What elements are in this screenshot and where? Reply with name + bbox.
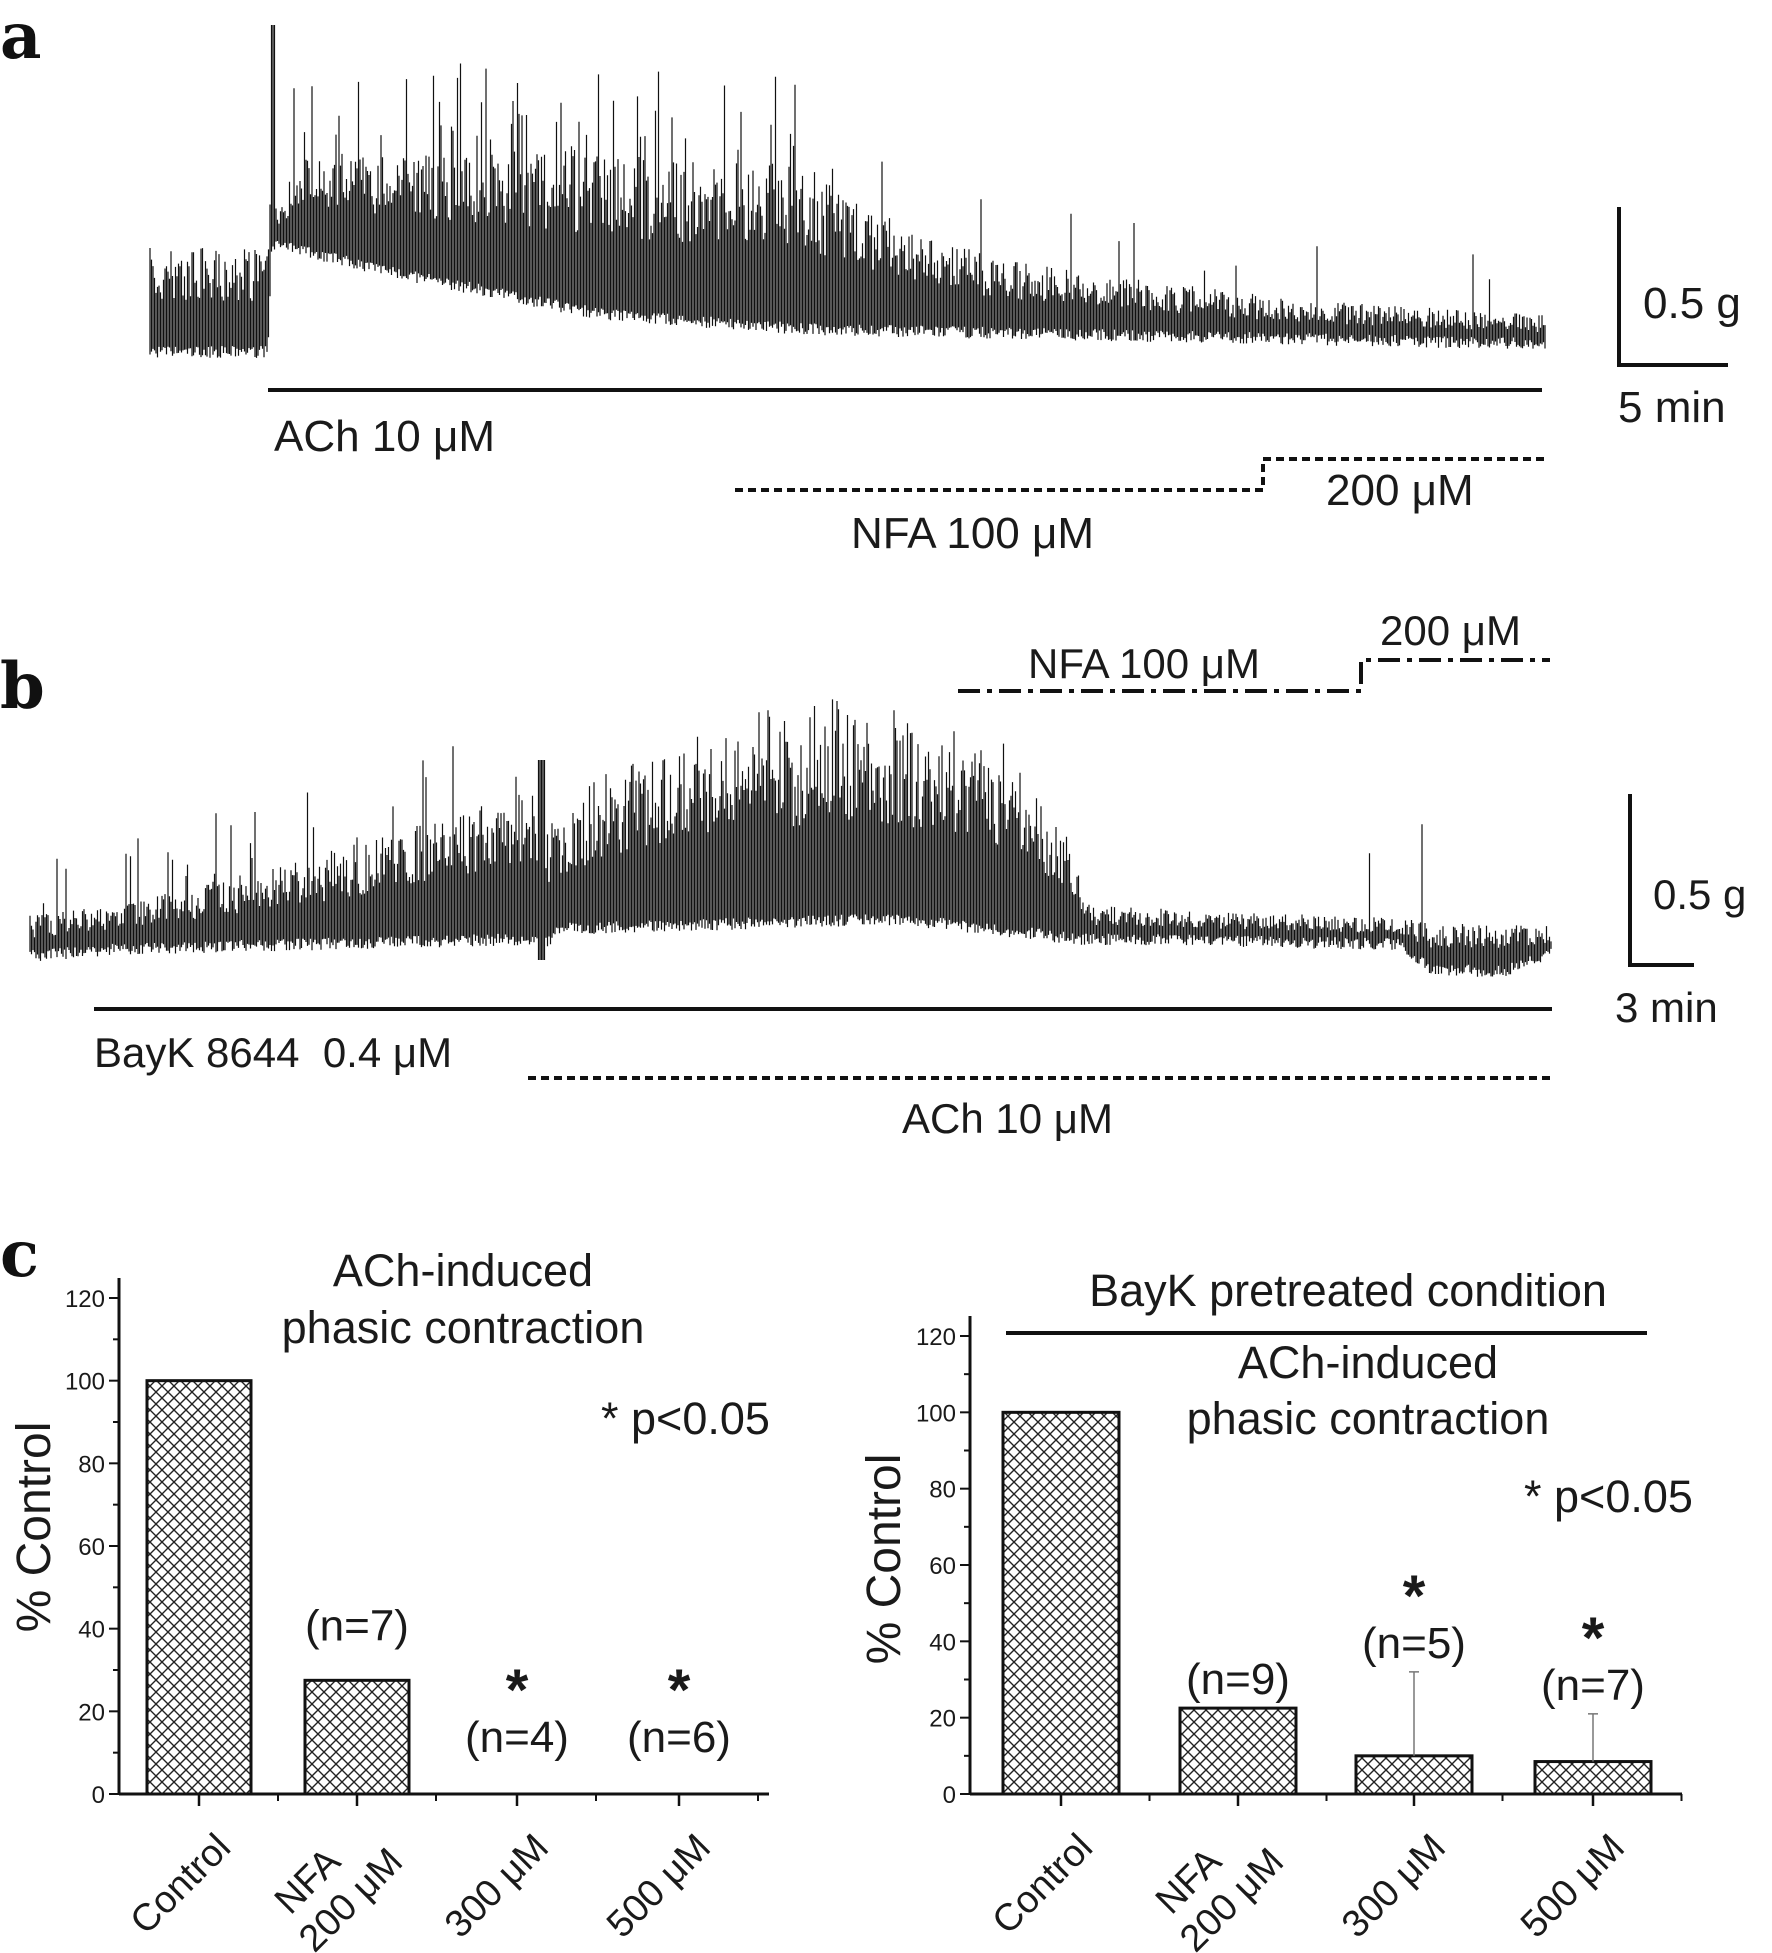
bayk-label: BayK 8644 0.4 μM — [94, 1029, 452, 1076]
y-axis-label: % Control — [8, 1422, 61, 1633]
x-tick-label: Control — [985, 1826, 1101, 1942]
bar-2 — [1354, 1754, 1474, 1796]
n-label: (n=6) — [627, 1713, 731, 1762]
scale-y-label-b: 0.5 g — [1653, 871, 1746, 918]
nfa-application-bar-a — [735, 457, 1545, 492]
n-label: (n=7) — [1541, 1661, 1645, 1710]
x-tick-label: 500 μM — [1513, 1826, 1633, 1946]
y-axis-label: % Control — [858, 1454, 911, 1665]
bar-3 — [1533, 1760, 1653, 1796]
x-tick-label: 300 μM — [1334, 1826, 1454, 1946]
chart-title-line2: phasic contraction — [282, 1302, 645, 1353]
nfa-200-label-b: 200 μM — [1380, 607, 1521, 654]
y-tick-label: 0 — [92, 1782, 105, 1809]
force-trace-a — [149, 25, 1546, 358]
significance-note: * p<0.05 — [1524, 1471, 1693, 1522]
scale-x-label-b: 3 min — [1615, 984, 1718, 1031]
significance-note: * p<0.05 — [601, 1393, 770, 1444]
x-tick-label-line: Control — [123, 1826, 239, 1942]
bar-1 — [1178, 1706, 1298, 1796]
x-tick-label-line: 500 μM — [1513, 1826, 1633, 1946]
scale-bar-b — [1628, 794, 1694, 967]
y-tick-label: 120 — [916, 1324, 956, 1351]
y-tick-label: 100 — [916, 1400, 956, 1427]
nfa-100-label-b: NFA 100 μM — [1028, 640, 1260, 687]
significance-star: * — [668, 1658, 691, 1723]
x-tick-label: Control — [123, 1826, 239, 1942]
nfa-application-bar-b — [958, 658, 1550, 693]
force-trace-b — [29, 699, 1552, 977]
chart-title-line2: phasic contraction — [1187, 1393, 1550, 1444]
chart-title-line1: ACh-induced — [333, 1245, 593, 1296]
ach-label-b: ACh 10 μM — [902, 1095, 1113, 1142]
y-tick-label: 40 — [929, 1629, 956, 1656]
significance-star: * — [506, 1658, 529, 1723]
y-tick-label: 120 — [65, 1286, 105, 1313]
panel-c-label: c — [0, 1217, 39, 1292]
x-tick-label-line: Control — [985, 1826, 1101, 1942]
n-label: (n=4) — [465, 1713, 569, 1762]
y-tick-label: 60 — [929, 1553, 956, 1580]
bar-1 — [303, 1678, 411, 1796]
scale-bar-a — [1617, 207, 1728, 367]
y-tick-label: 60 — [78, 1534, 105, 1561]
x-tick-label: NFA200 μM — [1141, 1809, 1292, 1953]
x-tick-label: NFA200 μM — [260, 1809, 411, 1953]
scale-x-label-a: 5 min — [1618, 383, 1726, 432]
ach-label-a: ACh 10 μM — [274, 412, 495, 461]
x-tick-label-line: 300 μM — [1334, 1826, 1454, 1946]
chart-supertitle: BayK pretreated condition — [1089, 1265, 1607, 1316]
x-tick-label-line: 500 μM — [599, 1826, 719, 1946]
y-tick-label: 20 — [929, 1706, 956, 1733]
significance-star: * — [1403, 1564, 1426, 1629]
y-tick-label: 100 — [65, 1369, 105, 1396]
x-tick-label: 500 μM — [599, 1826, 719, 1946]
bar-chart-ach: ACh-induced phasic contraction * p<0.05 … — [8, 1245, 770, 1953]
panel-a-label: a — [0, 0, 41, 74]
panel-b-label: b — [0, 649, 45, 724]
bar-chart-bayk: BayK pretreated condition ACh-induced ph… — [858, 1265, 1693, 1953]
nfa-200-label-a: 200 μM — [1326, 466, 1474, 515]
nfa-100-label-a: NFA 100 μM — [851, 509, 1094, 558]
x-tick-label-line: 300 μM — [437, 1826, 557, 1946]
bar-0 — [1001, 1410, 1121, 1796]
bar-0 — [145, 1379, 253, 1796]
y-tick-label: 0 — [943, 1782, 956, 1809]
n-label: (n=7) — [305, 1601, 409, 1650]
y-tick-label: 80 — [929, 1477, 956, 1504]
chart-title-line1: ACh-induced — [1238, 1337, 1498, 1388]
y-tick-label: 80 — [78, 1451, 105, 1478]
n-label: (n=9) — [1186, 1655, 1290, 1704]
n-label: (n=5) — [1362, 1619, 1466, 1668]
scale-y-label-a: 0.5 g — [1643, 279, 1741, 328]
y-tick-label: 40 — [78, 1617, 105, 1644]
significance-star: * — [1582, 1606, 1605, 1671]
x-tick-label: 300 μM — [437, 1826, 557, 1946]
y-tick-label: 20 — [78, 1699, 105, 1726]
